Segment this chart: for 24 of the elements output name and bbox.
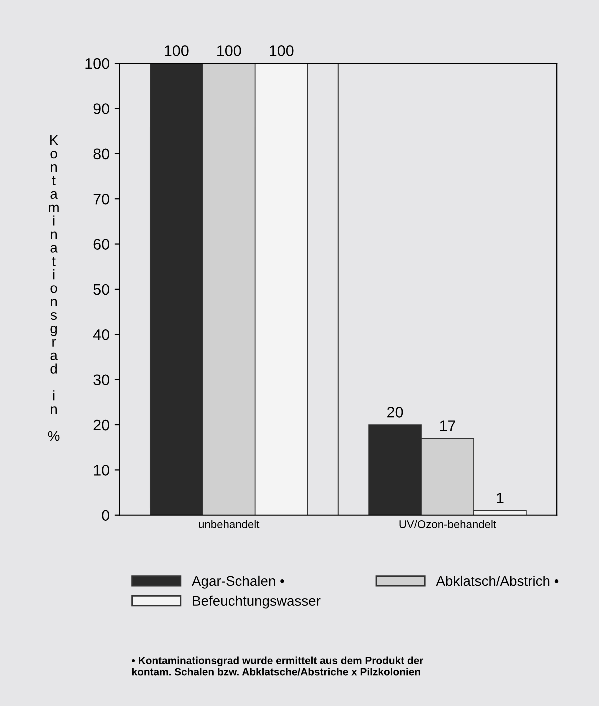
y-tick-label: 40	[93, 330, 110, 340]
y-tick-label: 30	[94, 374, 110, 386]
x-tick-label: UV/Ozon-behandelt	[400, 520, 496, 528]
data-label: 100	[165, 46, 189, 56]
data-label: 1	[497, 493, 504, 504]
data-label: 17	[440, 420, 456, 432]
y-tick-label: 0	[102, 510, 110, 522]
data-label: 100	[218, 46, 242, 56]
text: • Kontaminationsgrad wurde ermittelt aus dem Produkt der kontam. Schalen bzw. Abklatsche/Abstriche x Pilzkolonien	[132, 656, 424, 676]
y-tick-label: 60	[94, 239, 110, 250]
y-tick-label: 50	[94, 284, 110, 296]
y-tick-label: 10	[94, 465, 110, 476]
legend-label: Befeuchtungswasser	[193, 596, 321, 609]
y-tick-label: 100	[86, 58, 110, 70]
y-tick-label: 20	[94, 420, 110, 431]
x-tick-label: unbehandelt	[199, 520, 260, 528]
data-label: 100	[270, 46, 294, 56]
data-label: 20	[388, 407, 404, 418]
text: Kontaminationsgrad in %	[48, 136, 60, 442]
y-tick-label: 70	[94, 194, 110, 205]
legend-label: Agar-Schalen •	[192, 576, 284, 589]
y-tick-label: 90	[94, 104, 110, 114]
y-tick-label: 80	[94, 148, 110, 160]
legend-label: Abklatsch/Abstrich •	[436, 576, 559, 586]
